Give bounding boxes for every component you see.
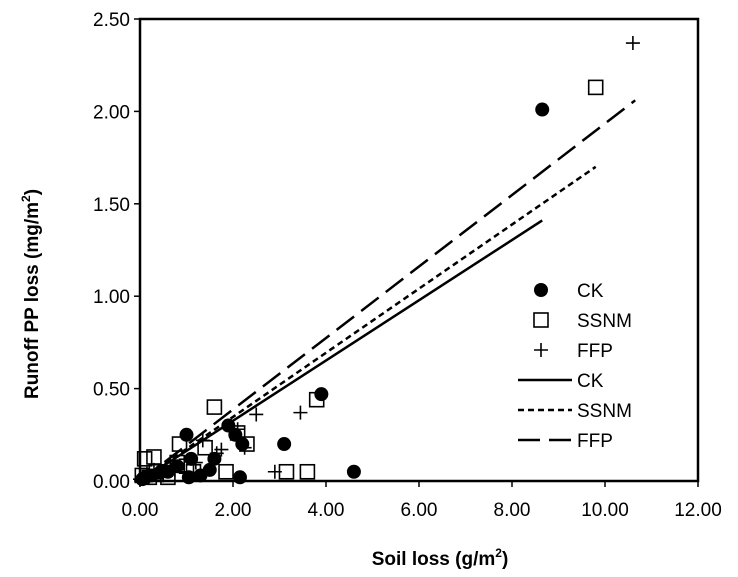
data-point-ffp [195, 433, 210, 448]
data-point-ffp [625, 36, 640, 51]
fit-line-ssnm [139, 165, 597, 483]
y-tick-label: 1.50 [93, 195, 130, 216]
legend-marker-ck [534, 283, 548, 297]
y-tick-label: 0.50 [93, 380, 130, 401]
data-point-ck [179, 427, 194, 442]
data-point-ssnm [308, 391, 325, 408]
data-point-ck [232, 470, 247, 485]
fit-line-ck [139, 219, 543, 483]
data-point-ffp [188, 455, 203, 470]
data-point-ck [535, 102, 550, 117]
data-point-ssnm [136, 451, 153, 467]
x-tick-label: 0.00 [122, 500, 159, 521]
data-point-ck [235, 437, 250, 452]
legend-label: SSNM [577, 311, 632, 332]
legend-marker-ssnm [533, 312, 549, 328]
data-point-ffp [230, 422, 245, 437]
data-point-ck [346, 464, 361, 479]
legend-label: SSNM [577, 401, 632, 422]
y-tick-label: 2.00 [93, 102, 130, 123]
data-point-ssnm [206, 399, 223, 415]
x-tick-label: 6.00 [401, 500, 438, 521]
x-tick-label: 2.00 [215, 500, 252, 521]
data-point-ffp [237, 440, 252, 455]
data-point-ffp [167, 462, 182, 477]
data-point-ck [314, 387, 329, 402]
data-point-ffp [146, 462, 161, 477]
data-point-ffp [133, 472, 147, 487]
data-point-ffp [293, 405, 308, 420]
legend-label: CK [577, 281, 604, 302]
data-point-ssnm [239, 436, 255, 452]
data-point-ffp [214, 442, 229, 457]
y-tick-label: 0.00 [93, 472, 130, 493]
fit-line-ffp [139, 99, 636, 482]
data-point-ssnm [218, 463, 234, 480]
data-point-ck [277, 437, 292, 452]
data-point-ffp [156, 468, 171, 483]
data-point-ssnm [299, 463, 316, 480]
x-tick-label: 4.00 [308, 500, 345, 521]
data-point-ssnm [587, 79, 604, 96]
data-point-ssnm [171, 436, 188, 452]
x-tick-label: 12.00 [674, 500, 722, 521]
data-point-ck [202, 462, 217, 477]
x-tick-label: 8.00 [494, 500, 531, 521]
x-axis-title: Soil loss (g/m2) [372, 546, 509, 570]
data-point-ffp [177, 464, 192, 479]
x-tick-label: 10.00 [581, 500, 629, 521]
legend-label: CK [577, 371, 604, 392]
data-point-ffp [139, 466, 154, 481]
y-axis-title: Runoff PP loss (mg/m2) [19, 189, 43, 399]
data-point-ffp [267, 464, 282, 479]
y-tick-label: 2.50 [93, 10, 130, 31]
legend-label: FFP [577, 431, 613, 452]
y-tick-label: 1.00 [93, 287, 130, 308]
data-point-ffp [249, 407, 264, 422]
legend-label: FFP [577, 341, 613, 362]
legend-marker-ffp [534, 343, 548, 357]
